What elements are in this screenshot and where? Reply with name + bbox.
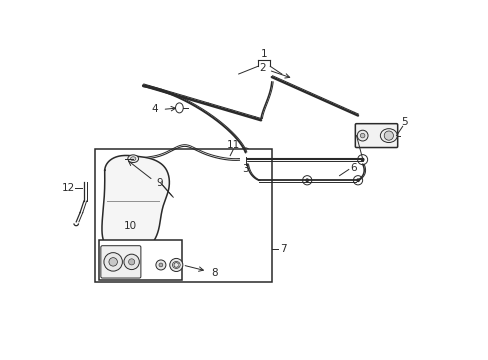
Circle shape [357, 154, 367, 165]
Circle shape [169, 258, 183, 271]
Text: 9: 9 [156, 178, 163, 188]
Ellipse shape [130, 157, 136, 161]
Text: 12: 12 [62, 183, 75, 193]
Text: 2: 2 [259, 63, 265, 73]
Circle shape [241, 148, 250, 157]
Ellipse shape [380, 129, 396, 143]
Circle shape [302, 176, 311, 185]
Circle shape [159, 263, 163, 267]
Circle shape [128, 259, 135, 265]
Circle shape [243, 150, 247, 154]
Circle shape [360, 133, 364, 138]
Circle shape [156, 260, 165, 270]
Bar [99, 240, 182, 280]
Text: 4: 4 [151, 104, 158, 114]
Ellipse shape [175, 103, 183, 113]
FancyBboxPatch shape [355, 124, 397, 148]
Text: 3: 3 [242, 165, 248, 175]
Circle shape [355, 178, 359, 182]
Circle shape [104, 253, 122, 271]
Circle shape [244, 158, 248, 162]
Circle shape [109, 258, 117, 266]
Text: 8: 8 [211, 268, 218, 278]
Text: 11: 11 [226, 140, 240, 150]
Text: 10: 10 [123, 221, 136, 231]
Text: 5: 5 [400, 117, 407, 127]
Text: 1: 1 [260, 49, 267, 59]
Circle shape [360, 158, 364, 162]
FancyBboxPatch shape [101, 246, 141, 278]
Circle shape [357, 130, 367, 141]
Circle shape [305, 178, 308, 182]
Circle shape [242, 154, 252, 165]
Circle shape [123, 254, 139, 270]
Bar [95, 149, 271, 282]
Text: 6: 6 [349, 163, 356, 173]
Polygon shape [102, 156, 169, 255]
Circle shape [353, 176, 362, 185]
Circle shape [384, 131, 393, 140]
Text: 7: 7 [280, 244, 286, 254]
Ellipse shape [127, 155, 138, 163]
Circle shape [254, 176, 264, 185]
